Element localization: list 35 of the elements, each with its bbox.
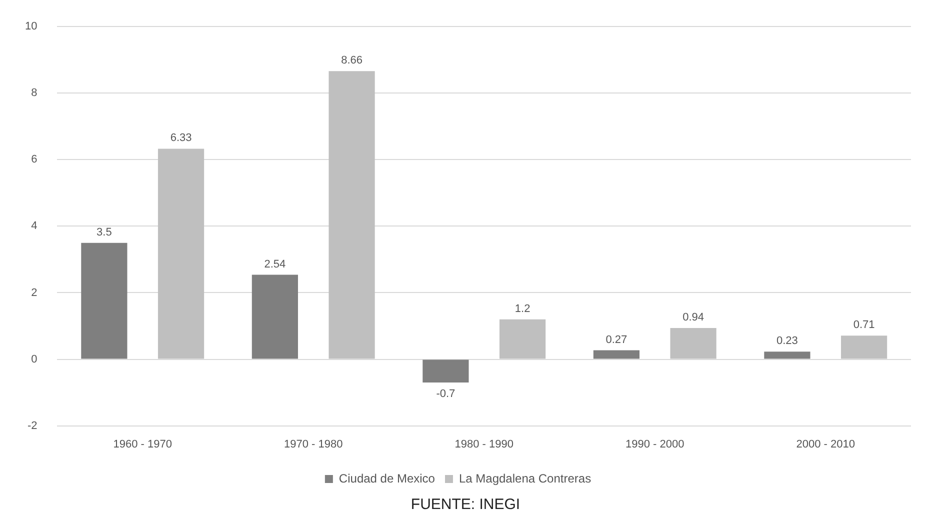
legend-label: Ciudad de Mexico (338, 471, 436, 486)
bar (158, 148, 204, 359)
data-label: 3.5 (96, 226, 112, 238)
y-tick-label: 6 (31, 154, 38, 166)
bar (499, 319, 546, 359)
data-label: 1.2 (514, 302, 530, 315)
data-label: 6.33 (170, 132, 192, 144)
data-label: 2.54 (264, 258, 286, 270)
data-label: 8.66 (341, 54, 362, 67)
x-tick-label: 1960 - 1970 (113, 438, 172, 450)
y-tick-label: 8 (31, 87, 38, 100)
x-tick-label: 1990 - 2000 (626, 438, 684, 450)
y-tick-label: 0 (31, 353, 38, 366)
y-tick-label: 10 (24, 20, 38, 33)
bar (840, 336, 888, 359)
bar (81, 242, 128, 359)
y-tick-label: 2 (31, 286, 38, 299)
bar (764, 352, 810, 359)
bar (328, 71, 375, 359)
bar (670, 328, 716, 359)
bar (593, 350, 640, 359)
x-tick-label: 1980 - 1990 (454, 438, 514, 450)
x-tick-label: 1970 - 1980 (284, 438, 343, 450)
legend-label: La Magdalena Contreras (458, 471, 592, 486)
data-label: 0.71 (853, 319, 875, 332)
bar (252, 274, 298, 359)
y-tick-label: -2 (27, 420, 38, 432)
x-tick-label: 2000 - 2010 (796, 438, 855, 450)
data-label: 0.23 (776, 335, 798, 348)
data-label: 0.27 (606, 334, 628, 346)
source-note: FUENTE: INEGI (410, 496, 522, 513)
y-tick-label: 4 (31, 220, 38, 232)
bar (422, 360, 469, 383)
data-label: 0.94 (682, 312, 704, 324)
data-label: -0.7 (436, 388, 456, 400)
